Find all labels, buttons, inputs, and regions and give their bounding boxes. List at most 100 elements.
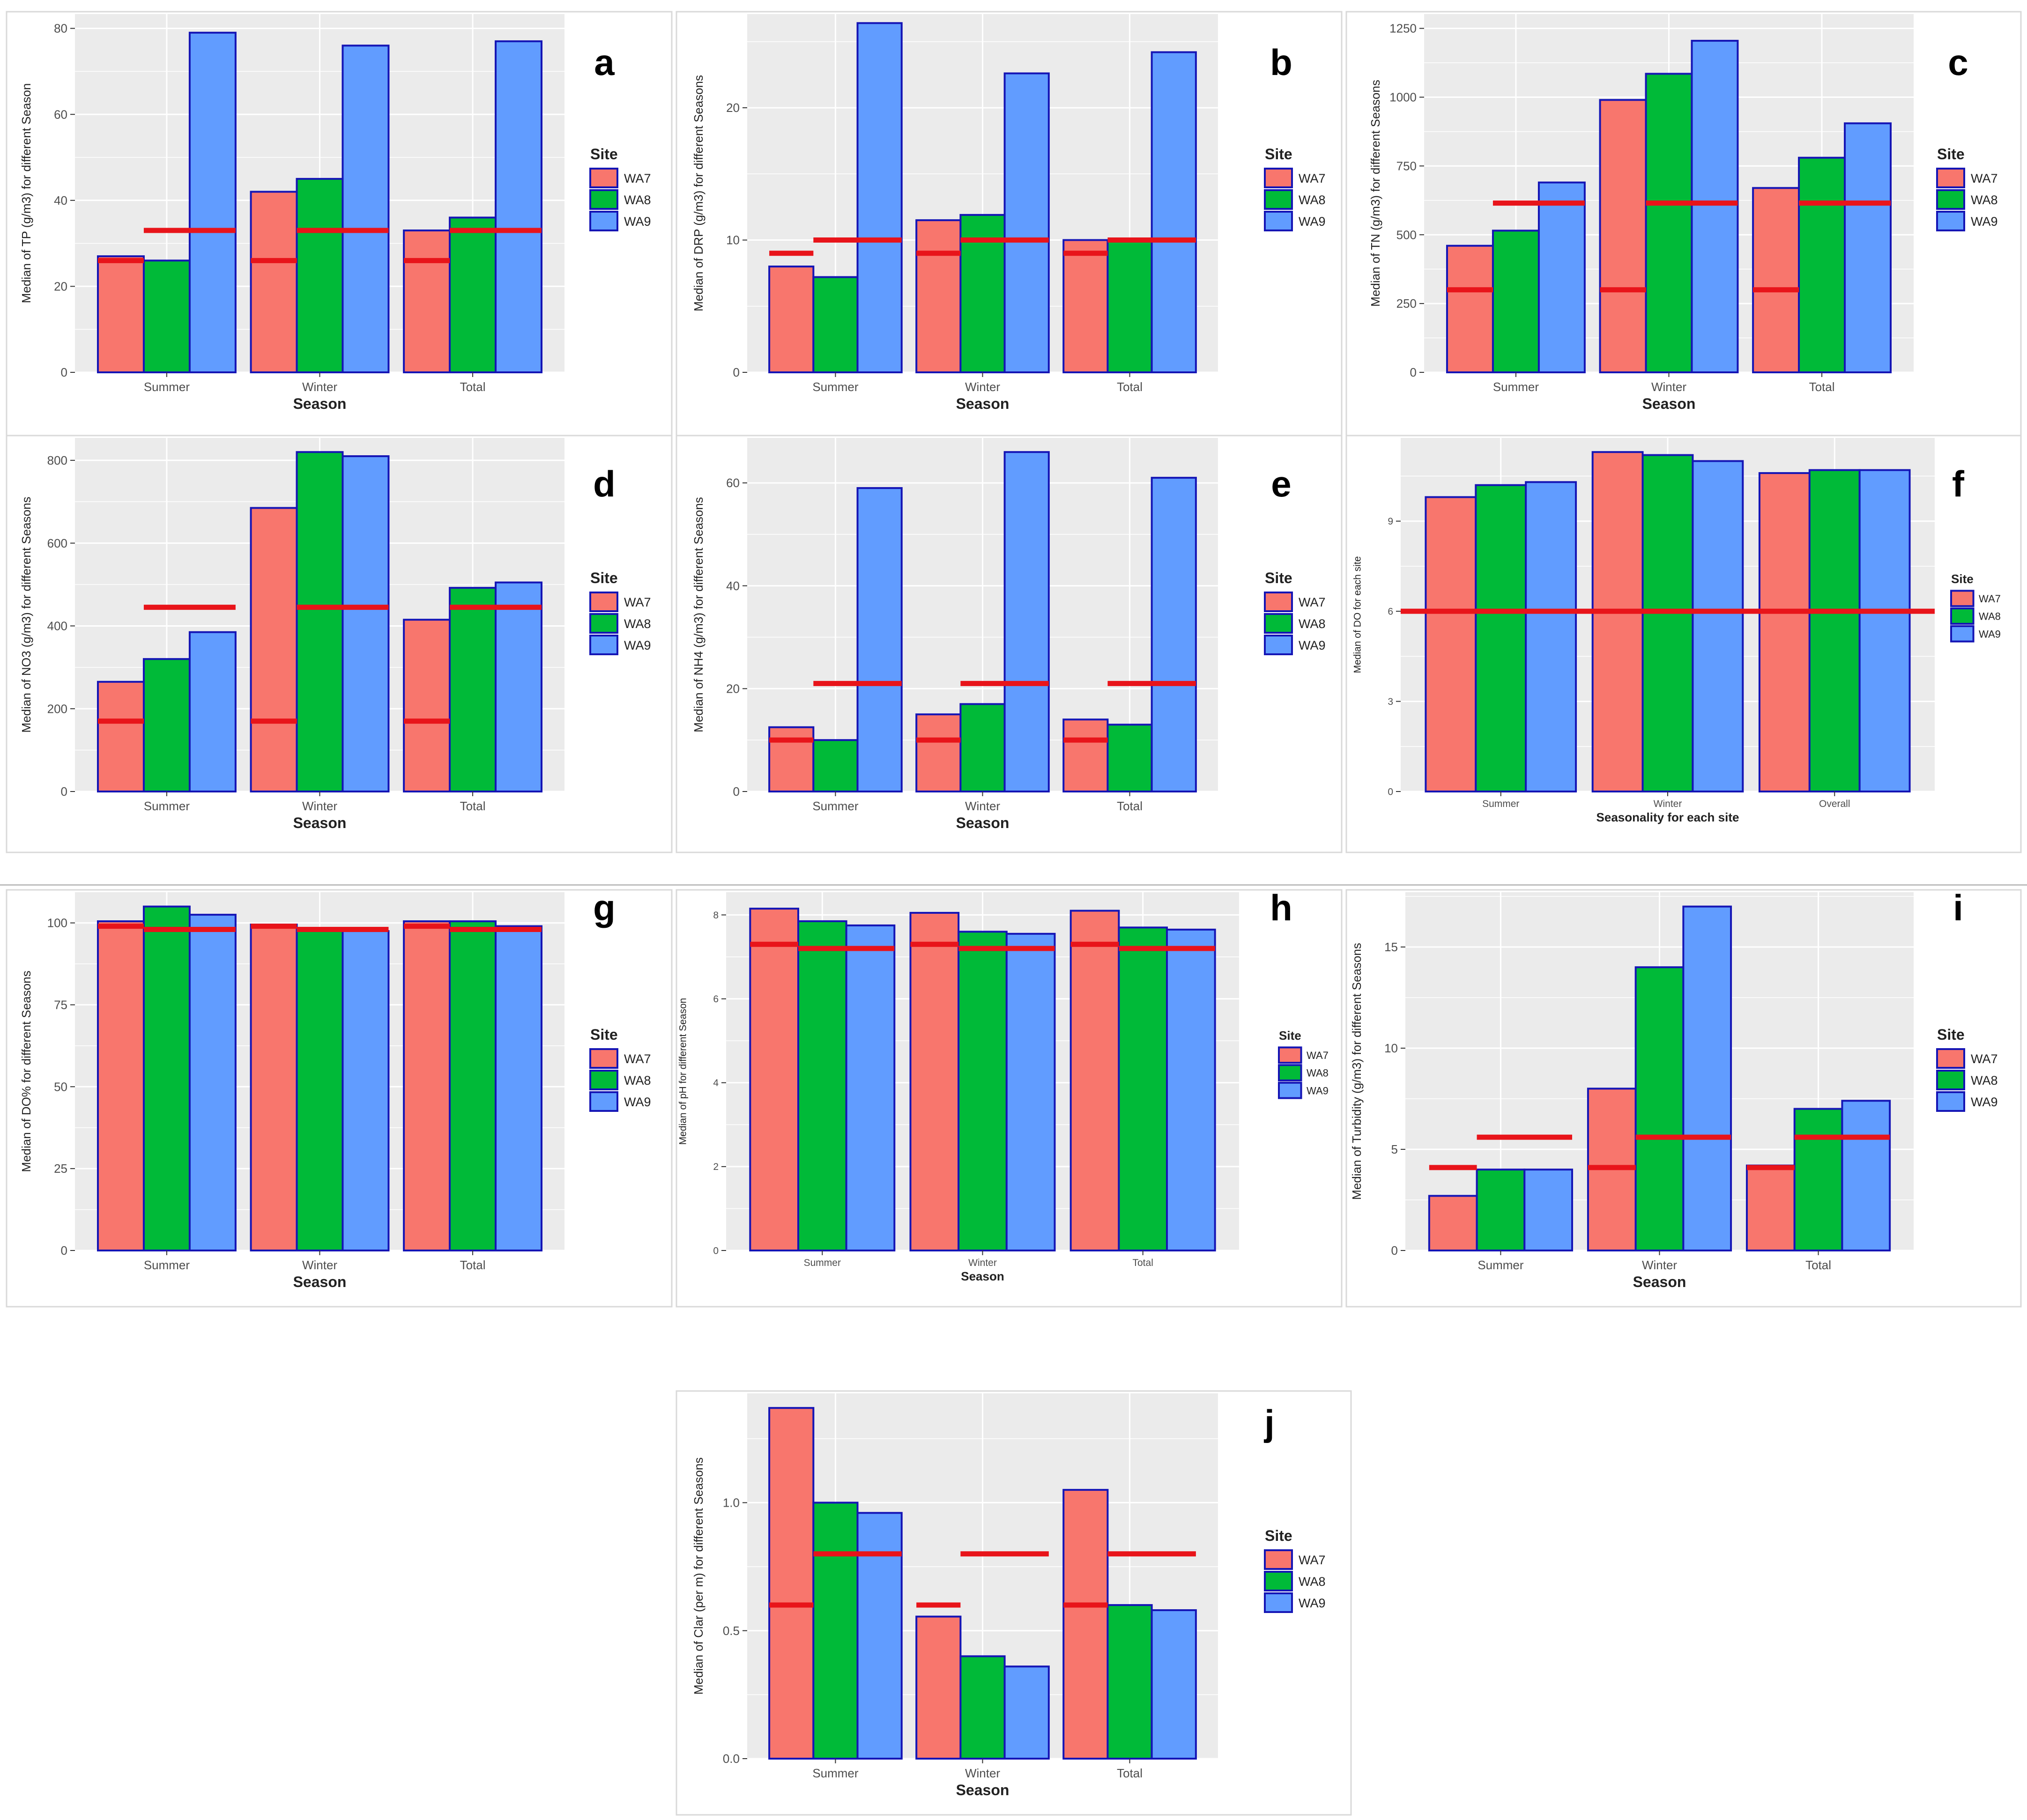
chart-frame [676, 435, 1343, 853]
bar-WA7-summer [768, 1407, 815, 1760]
y-axis-title: Median of Clar (per m) for different Sea… [691, 1457, 705, 1695]
bar-WA7-summer [768, 266, 815, 373]
bar-WA8-winter [1634, 966, 1685, 1251]
x-tick-label: Summer [812, 799, 859, 813]
x-tick-label: Winter [965, 799, 1000, 813]
y-tick-label: 0 [61, 1243, 67, 1258]
bar-WA8-summer [812, 276, 859, 373]
y-tick-label: 0.5 [723, 1624, 740, 1638]
legend-title: Site [1951, 572, 1974, 586]
x-axis-title: Season [1633, 1273, 1686, 1290]
legend-label: WA9 [1299, 215, 1326, 229]
bar-WA8-winter [958, 931, 1008, 1251]
bar-WA8-summer [142, 259, 191, 373]
bar-WA7-winter [915, 1615, 962, 1760]
legend-label: WA9 [624, 215, 651, 229]
legend-title: Site [1265, 570, 1292, 586]
bar-WA9-total [495, 581, 543, 792]
legend-label: WA7 [1307, 1050, 1329, 1061]
y-tick-label: 0 [61, 784, 67, 799]
chart-j: 0.0 0.5 1.0 Summer Winter Total Season Median o… [676, 1390, 1352, 1816]
y-tick-label: 8 [713, 910, 719, 921]
y-axis-title: Median of DRP (g/m3) for different Seaso… [691, 75, 705, 311]
y-tick-label: 50 [54, 1080, 67, 1094]
bar-WA9-summer [188, 914, 237, 1251]
legend-label: WA9 [1979, 628, 2001, 640]
legend-key-WA8 [589, 189, 618, 210]
bar-WA9-winter [342, 455, 390, 792]
bar-WA8-total [449, 587, 497, 792]
bar-WA9-total [1151, 51, 1197, 374]
y-tick-label: 1000 [1389, 90, 1417, 104]
legend-key-WA8 [1950, 607, 1975, 625]
legend-label: WA7 [1971, 1052, 1998, 1066]
chart-e: 0 20 40 60 Summer Winter Total Season Median of … [676, 435, 1343, 853]
bar-WA8-winter [1645, 73, 1693, 374]
bar-WA8-summer [797, 920, 847, 1251]
bar-WA8-total [1118, 926, 1168, 1251]
y-tick-label: 9 [1388, 516, 1393, 527]
bar-WA9-winter [1003, 451, 1050, 792]
y-axis-title: Median of pH for different Season [678, 998, 689, 1145]
y-tick-label: 0 [713, 1245, 719, 1256]
chart-frame [676, 889, 1343, 1308]
bar-WA7-total [1062, 718, 1109, 792]
x-tick-label: Winter [1642, 1258, 1677, 1272]
legend-title: Site [590, 570, 618, 586]
bar-WA7-winter [1599, 99, 1647, 373]
panel-letter: h [1270, 887, 1292, 928]
legend-key-WA8 [1936, 189, 1965, 210]
y-tick-label: 25 [54, 1162, 67, 1176]
x-tick-label: Summer [812, 380, 859, 394]
legend-key-WA7 [589, 592, 618, 612]
legend-key-WA9 [1264, 635, 1293, 655]
y-axis-title: Median of Turbidity (g/m3) for different… [1350, 943, 1364, 1200]
bar-WA9-total [1844, 122, 1892, 374]
y-axis-title: Median of TP (g/m3) for different Season [19, 83, 33, 303]
legend-key-WA7 [1950, 590, 1975, 607]
legend-title: Site [1937, 1026, 1965, 1043]
x-axis-title: Season [956, 814, 1010, 831]
legend-label: WA9 [624, 1095, 651, 1109]
bar-WA9-total [1151, 1609, 1197, 1760]
chart-b: 0 10 20 Summer Winter Total Season Median of DR… [676, 11, 1343, 437]
legend-label: WA8 [624, 617, 651, 631]
bar-WA8-summer [812, 739, 859, 792]
bar-WA8-summer [142, 905, 191, 1251]
y-tick-label: 6 [1388, 607, 1393, 617]
chart-i: 0 5 10 15 Summer Winter Total Season Median of T… [1345, 887, 2022, 1308]
legend-key-WA9 [1936, 211, 1965, 231]
y-tick-label: 1.0 [723, 1496, 740, 1510]
bar-WA9-winter [1692, 460, 1744, 792]
y-tick-label: 0 [733, 784, 740, 799]
x-tick-label: Summer [1493, 380, 1539, 394]
legend-key-WA8 [1278, 1064, 1302, 1081]
bar-WA7-total [1062, 1489, 1109, 1760]
legend-key-WA8 [1264, 189, 1293, 210]
legend-label: WA8 [1299, 617, 1326, 631]
x-tick-label: Total [460, 380, 486, 394]
x-tick-label: Total [1117, 799, 1143, 813]
legend-title: Site [1265, 146, 1292, 163]
x-axis-title: Season [956, 1782, 1010, 1798]
bar-WA7-total [1745, 1164, 1796, 1252]
chart-g: 0 25 50 75 100 Summer Winter Total Season Median … [6, 887, 673, 1308]
x-tick-label: Overall [1819, 799, 1850, 809]
legend-label: WA8 [1307, 1067, 1329, 1079]
bar-WA8-winter [296, 927, 344, 1251]
x-tick-label: Total [1133, 1258, 1153, 1268]
y-axis-title: Median of DO% for different Seasons [19, 970, 33, 1172]
legend-key-WA7 [1264, 592, 1293, 612]
bar-WA7-total [1062, 239, 1109, 373]
x-tick-label: Summer [804, 1258, 841, 1268]
legend-label: WA9 [1971, 215, 1998, 229]
panel-letter: a [594, 42, 615, 83]
bar-WA7-overall [1758, 472, 1811, 792]
y-tick-label: 20 [726, 101, 740, 115]
y-tick-label: 250 [1396, 296, 1417, 311]
legend-title: Site [1279, 1028, 1301, 1043]
bar-WA8-summer [1475, 484, 1527, 792]
y-tick-label: 6 [713, 994, 719, 1005]
x-axis-title: Season [956, 395, 1010, 412]
legend-label: WA8 [1979, 611, 2001, 622]
